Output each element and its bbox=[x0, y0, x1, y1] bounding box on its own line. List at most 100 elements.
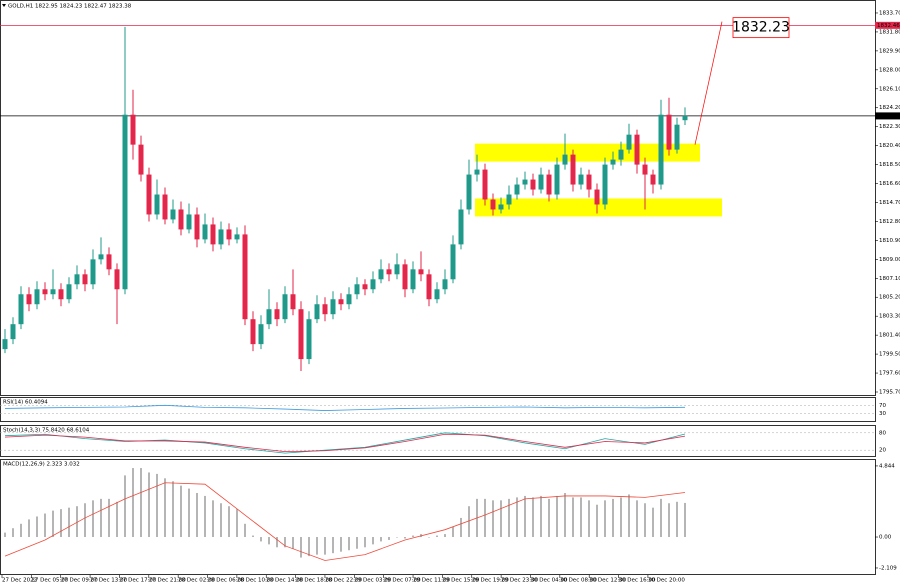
macd-bar bbox=[564, 492, 566, 538]
candle-body bbox=[18, 294, 24, 325]
macd-bar bbox=[348, 537, 350, 551]
candle-body bbox=[594, 189, 600, 205]
candle-body bbox=[210, 224, 216, 245]
candle-body bbox=[442, 279, 448, 290]
candle-body bbox=[426, 274, 432, 300]
candle-body bbox=[242, 234, 248, 320]
x-tick-label: 29 Dec 19:00 bbox=[472, 578, 509, 584]
macd-bar bbox=[212, 500, 214, 538]
x-tick-label: 28 Dec 18:00 bbox=[296, 578, 333, 584]
y-tick-label: 1831.80 bbox=[879, 29, 900, 35]
candle-body bbox=[586, 174, 592, 190]
indicator-label: MACD(12,26,9) 2.323 3.032 bbox=[3, 462, 80, 468]
candle-body bbox=[130, 114, 136, 145]
y-tick-label: 4.844 bbox=[879, 463, 895, 469]
candle-body bbox=[146, 174, 152, 215]
candle-body bbox=[194, 214, 200, 240]
candle-body bbox=[282, 294, 288, 320]
macd-bar bbox=[404, 537, 406, 539]
macd-bar bbox=[500, 500, 502, 538]
annotation-box bbox=[732, 17, 790, 39]
y-tick-label: 20 bbox=[879, 448, 886, 454]
macd-bar bbox=[268, 537, 270, 545]
candle-body bbox=[266, 309, 272, 325]
rsi-pane bbox=[0, 397, 876, 422]
x-tick-label: 30 Dec 04:00 bbox=[530, 578, 567, 584]
x-tick-label: 27 Dec 21:00 bbox=[149, 578, 186, 584]
candle-body bbox=[538, 174, 544, 190]
candle-body bbox=[410, 269, 416, 290]
macd-bar bbox=[284, 537, 286, 548]
macd-bar bbox=[396, 537, 398, 538]
indicator-label: RSI(14) 60.4094 bbox=[3, 400, 48, 406]
candle-body bbox=[306, 319, 312, 360]
candle-body bbox=[82, 274, 88, 285]
candle-body bbox=[338, 299, 344, 305]
candle-body bbox=[674, 124, 680, 150]
x-tick-label: 28 Dec 06:00 bbox=[208, 578, 245, 584]
candle-body bbox=[554, 164, 560, 195]
macd-bar bbox=[428, 537, 430, 538]
candle-body bbox=[26, 294, 32, 305]
indicator-line bbox=[4, 432, 686, 454]
candle-body bbox=[458, 209, 464, 245]
indicator-line bbox=[4, 433, 686, 453]
macd-bar bbox=[132, 468, 134, 538]
candle-body bbox=[298, 309, 304, 360]
candle-body bbox=[562, 154, 568, 165]
macd-bar bbox=[628, 494, 630, 538]
macd-bar bbox=[676, 501, 678, 538]
x-tick-label: 29 Dec 23:00 bbox=[501, 578, 538, 584]
candle-body bbox=[514, 184, 520, 195]
macd-bar bbox=[596, 504, 598, 538]
candle-body bbox=[74, 274, 80, 285]
macd-bar bbox=[92, 500, 94, 538]
y-tick-label: 1814.70 bbox=[879, 200, 900, 206]
x-tick-label: 27 Dec 17:00 bbox=[119, 578, 156, 584]
candle-body bbox=[482, 169, 488, 200]
indicator-label: Stoch(14,3,3) 75.8420 68.6104 bbox=[3, 428, 90, 434]
candle-body bbox=[578, 174, 584, 185]
macd-bar bbox=[188, 488, 190, 538]
y-tick-label: 1809.00 bbox=[879, 257, 900, 263]
candle-body bbox=[498, 204, 504, 210]
candle-body bbox=[122, 114, 128, 290]
macd-bar bbox=[308, 537, 310, 557]
macd-bar bbox=[228, 506, 230, 538]
macd-bar bbox=[532, 497, 534, 538]
macd-bar bbox=[60, 509, 62, 538]
candle-body bbox=[138, 144, 144, 175]
y-tick-label: 1824.20 bbox=[879, 105, 900, 111]
macd-bar bbox=[492, 500, 494, 538]
candle-body bbox=[658, 114, 664, 185]
macd-pane bbox=[0, 459, 876, 575]
macd-bar bbox=[260, 537, 262, 542]
y-tick-label: 1816.60 bbox=[879, 181, 900, 187]
candle-body bbox=[642, 164, 648, 175]
candle-body bbox=[290, 294, 296, 310]
x-tick-label: 30 Dec 12:00 bbox=[589, 578, 626, 584]
macd-bar bbox=[108, 498, 110, 538]
macd-bar bbox=[604, 500, 606, 538]
macd-bar bbox=[180, 485, 182, 538]
x-tick-label: 28 Dec 02:00 bbox=[178, 578, 215, 584]
macd-bar bbox=[612, 498, 614, 538]
candle-body bbox=[186, 214, 192, 230]
zone bbox=[475, 198, 722, 217]
candle-body bbox=[258, 324, 264, 345]
macd-bar bbox=[452, 526, 454, 538]
candle-body bbox=[418, 269, 424, 275]
x-tick-label: 27 Dec 09:00 bbox=[61, 578, 98, 584]
candle-body bbox=[234, 234, 240, 240]
x-tick-label: 29 Dec 07:00 bbox=[384, 578, 421, 584]
macd-bar bbox=[76, 506, 78, 538]
macd-bar bbox=[204, 495, 206, 538]
candle-body bbox=[346, 294, 352, 305]
macd-bar bbox=[100, 498, 102, 538]
y-tick-label: 1797.60 bbox=[879, 371, 900, 377]
candle-body bbox=[434, 289, 440, 300]
y-tick-label: -2.109 bbox=[879, 565, 897, 571]
candle-body bbox=[402, 264, 408, 290]
